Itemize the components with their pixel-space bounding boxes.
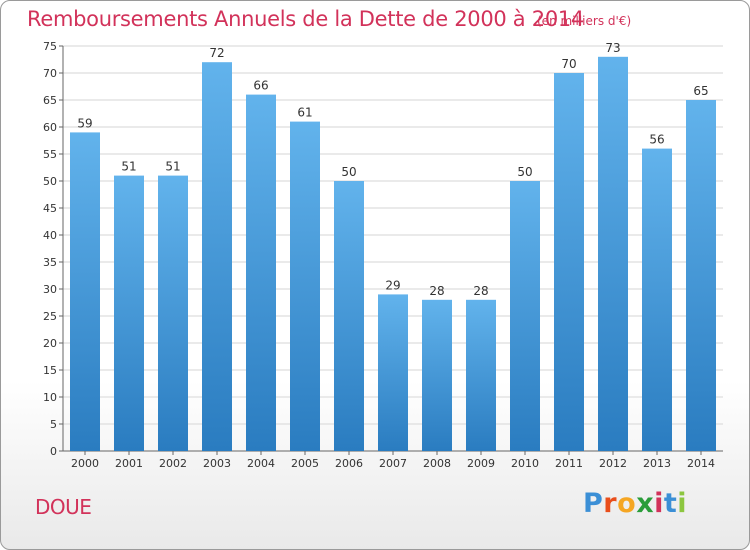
data-label-2006: 50 bbox=[341, 165, 356, 179]
x-tick-label-2006: 2006 bbox=[335, 457, 363, 470]
y-tick-label: 20 bbox=[43, 337, 57, 350]
x-tick-label-2008: 2008 bbox=[423, 457, 451, 470]
y-tick-label: 5 bbox=[50, 418, 57, 431]
y-tick-label: 25 bbox=[43, 310, 57, 323]
data-labels: 59 51 51 72 66 61 50 29 28 28 50 70 73 56 65 bbox=[77, 41, 708, 298]
y-tick-label: 35 bbox=[43, 256, 57, 269]
x-tick-label-2003: 2003 bbox=[203, 457, 231, 470]
x-tick-label-2005: 2005 bbox=[291, 457, 319, 470]
x-tick-label-2001: 2001 bbox=[115, 457, 143, 470]
bar-2003 bbox=[202, 62, 232, 451]
bar-2004 bbox=[246, 94, 276, 451]
bar-2009 bbox=[466, 299, 496, 451]
data-label-2008: 28 bbox=[429, 284, 444, 298]
x-tick-label-2010: 2010 bbox=[511, 457, 539, 470]
data-label-2005: 61 bbox=[297, 106, 312, 120]
bar-2008 bbox=[422, 299, 452, 451]
bar-2011 bbox=[554, 73, 584, 451]
x-tick-label-2007: 2007 bbox=[379, 457, 407, 470]
logo-letter: r bbox=[603, 488, 618, 519]
y-tick-label: 45 bbox=[43, 202, 57, 215]
y-tick-label: 10 bbox=[43, 391, 57, 404]
data-label-2004: 66 bbox=[253, 79, 268, 93]
x-tick-label-2009: 2009 bbox=[467, 457, 495, 470]
logo-letter: P bbox=[583, 488, 604, 519]
y-tick-label: 70 bbox=[43, 67, 57, 80]
bar-2014 bbox=[686, 100, 716, 451]
logo-letter: t bbox=[663, 488, 678, 519]
chart-title: Remboursements Annuels de la Dette de 20… bbox=[27, 7, 584, 31]
y-tick-label: 65 bbox=[43, 94, 57, 107]
bars bbox=[70, 56, 716, 452]
y-tick-label: 30 bbox=[43, 283, 57, 296]
logo-letter: x bbox=[636, 488, 655, 519]
x-tick-label-2002: 2002 bbox=[159, 457, 187, 470]
y-tick-label: 15 bbox=[43, 364, 57, 377]
bar-2001 bbox=[114, 175, 144, 451]
x-tick-label-2013: 2013 bbox=[643, 457, 671, 470]
data-label-2002: 51 bbox=[165, 160, 180, 174]
x-tick-label-2000: 2000 bbox=[71, 457, 99, 470]
bar-2013 bbox=[642, 148, 672, 451]
data-label-2012: 73 bbox=[605, 41, 620, 55]
x-tick-label-2012: 2012 bbox=[599, 457, 627, 470]
bar-2006 bbox=[334, 181, 364, 451]
chart-subtitle: (en milliers d'€) bbox=[537, 14, 632, 28]
x-tick-label-2004: 2004 bbox=[247, 457, 275, 470]
bar-2010 bbox=[510, 181, 540, 451]
logo-letter: i bbox=[654, 488, 664, 519]
y-tick-label: 75 bbox=[43, 40, 57, 53]
data-label-2001: 51 bbox=[121, 160, 136, 174]
bar-2000 bbox=[70, 132, 100, 451]
bar-2007 bbox=[378, 294, 408, 451]
axes: 0 5 10 15 20 25 30 35 40 45 50 55 60 65 70 75 2000 2001 20… bbox=[43, 40, 723, 470]
logo-letter: i bbox=[677, 488, 688, 519]
data-label-2013: 56 bbox=[649, 133, 664, 147]
bar-2005 bbox=[290, 121, 320, 451]
data-label-2014: 65 bbox=[693, 84, 708, 98]
y-tick-label: 40 bbox=[43, 229, 57, 242]
y-tick-label: 55 bbox=[43, 148, 57, 161]
y-tick-label: 0 bbox=[50, 445, 57, 458]
x-tick-label-2014: 2014 bbox=[687, 457, 715, 470]
bar-chart: 0 5 10 15 20 25 30 35 40 45 50 55 60 65 70 75 2000 2001 20… bbox=[43, 40, 723, 470]
data-label-2011: 70 bbox=[561, 57, 576, 71]
data-label-2003: 72 bbox=[209, 46, 224, 60]
y-tick-label: 50 bbox=[43, 175, 57, 188]
x-tick-label-2011: 2011 bbox=[555, 457, 583, 470]
logo-letter: o bbox=[617, 488, 637, 519]
data-label-2000: 59 bbox=[77, 116, 92, 130]
data-label-2007: 29 bbox=[385, 278, 400, 292]
bar-2002 bbox=[158, 175, 188, 451]
y-tick-label: 60 bbox=[43, 121, 57, 134]
data-label-2009: 28 bbox=[473, 284, 488, 298]
proxiti-logo: Proxiti bbox=[583, 488, 687, 519]
bar-2012 bbox=[598, 56, 628, 452]
data-label-2010: 50 bbox=[517, 165, 532, 179]
commune-name: DOUE bbox=[35, 495, 92, 519]
